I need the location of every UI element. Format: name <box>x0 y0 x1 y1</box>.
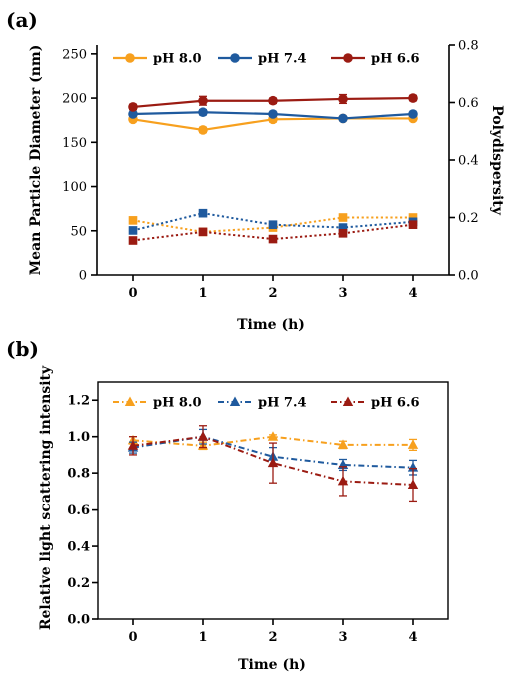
data-point <box>338 223 348 232</box>
data-point <box>128 236 138 245</box>
data-point <box>198 227 208 237</box>
data-point <box>128 109 138 119</box>
y2-tick-label: 0.2 <box>458 211 479 226</box>
data-point <box>197 431 209 441</box>
data-point <box>128 226 138 235</box>
y-tick-label: 0.8 <box>67 467 90 482</box>
y-tick-label: 0.6 <box>67 503 90 518</box>
data-point <box>337 439 349 449</box>
data-point <box>267 431 279 441</box>
data-point <box>407 462 419 472</box>
x-tick-label: 2 <box>268 630 277 645</box>
legend-marker <box>343 53 353 63</box>
series-1 <box>128 107 418 124</box>
panel-a-y2label: Polydispersity <box>489 105 505 216</box>
x-tick-label: 1 <box>198 630 207 645</box>
data-point <box>128 216 138 225</box>
y-tick-label: 0.4 <box>67 540 90 555</box>
y-tick-label: 150 <box>62 136 87 151</box>
y2-tick-label: 0.4 <box>458 154 479 169</box>
legend-item: pH 6.6 <box>331 396 420 411</box>
y-tick-label: 250 <box>62 47 87 62</box>
y2-tick-label: 0.0 <box>458 269 479 284</box>
y2-tick-label: 0.8 <box>458 39 479 54</box>
data-point <box>128 102 138 112</box>
legend-label: pH 8.0 <box>153 396 202 411</box>
data-point <box>338 113 348 124</box>
y-tick-label: 0 <box>79 269 87 284</box>
y-tick-label: 1.0 <box>67 430 90 445</box>
legend-label: pH 6.6 <box>371 52 420 67</box>
legend-marker <box>125 53 135 63</box>
legend-marker <box>229 396 241 406</box>
legend-label: pH 7.4 <box>258 396 307 411</box>
legend-marker <box>230 53 240 63</box>
data-point <box>268 234 278 244</box>
data-point <box>268 95 278 106</box>
series-line <box>132 212 414 232</box>
x-tick-label: 3 <box>338 630 347 645</box>
data-point <box>198 107 208 118</box>
panel-a-label: (a) <box>6 8 38 32</box>
plot-frame <box>97 381 449 620</box>
y-tick-label: 100 <box>62 180 87 195</box>
legend-label: pH 6.6 <box>371 396 420 411</box>
panel-a-xlabel: Time (h) <box>237 317 305 333</box>
legend-item: pH 7.4 <box>218 52 307 67</box>
data-point <box>408 109 418 119</box>
data-point <box>408 220 418 229</box>
legend-item: pH 8.0 <box>113 52 202 67</box>
y-tick-label: 1.2 <box>67 394 90 409</box>
panel-a-ylabel: Mean Particle Diameter (nm) <box>28 45 44 276</box>
data-point <box>338 94 348 104</box>
x-tick-label: 4 <box>408 630 417 645</box>
x-tick-label: 0 <box>128 630 137 645</box>
panel-b-ylabel: Relative light scattering intensity <box>38 365 54 630</box>
legend-item: pH 7.4 <box>218 396 307 411</box>
data-point <box>127 440 139 450</box>
panel-b-xlabel: Time (h) <box>238 657 306 673</box>
y-tick-label: 0.2 <box>67 576 90 591</box>
y2-tick-label: 0.6 <box>458 96 479 111</box>
data-point <box>198 125 208 135</box>
data-point <box>198 208 208 218</box>
x-tick-label: 0 <box>128 286 137 301</box>
data-point <box>267 457 279 468</box>
legend-item: pH 8.0 <box>113 396 202 411</box>
legend-label: pH 7.4 <box>258 52 307 67</box>
data-point <box>408 213 418 222</box>
series-2 <box>127 425 419 503</box>
data-point <box>338 213 348 222</box>
data-point <box>268 220 278 229</box>
legend-marker <box>124 396 136 406</box>
series-2 <box>128 93 418 112</box>
x-tick-label: 4 <box>408 286 417 301</box>
y-tick-label: 0.0 <box>67 613 90 628</box>
x-tick-label: 2 <box>268 286 277 301</box>
legend-label: pH 8.0 <box>153 52 202 67</box>
panel-b-label: (b) <box>6 337 39 361</box>
series-5 <box>128 220 418 245</box>
x-tick-label: 3 <box>338 286 347 301</box>
data-point <box>338 229 348 238</box>
legend-item: pH 6.6 <box>331 52 420 67</box>
data-point <box>337 475 349 486</box>
legend-marker <box>342 396 354 406</box>
y-tick-label: 50 <box>70 224 87 239</box>
panel-a-plot: 0 50 100 150 200 250 0.0 0.2 0.4 0.6 0.8 0 1 2 3 4 pH 8.… <box>62 39 479 302</box>
data-point <box>407 439 419 449</box>
y-tick-label: 200 <box>62 92 87 107</box>
data-point <box>268 109 278 119</box>
x-tick-label: 1 <box>198 286 207 301</box>
data-point <box>408 93 418 103</box>
data-point <box>407 479 419 490</box>
panel-b-plot: 0.0 0.2 0.4 0.6 0.8 1.0 1.2 0 1 2 3 4 pH 8.0 pH 7.4 pH… <box>67 381 449 645</box>
data-point <box>198 95 208 106</box>
